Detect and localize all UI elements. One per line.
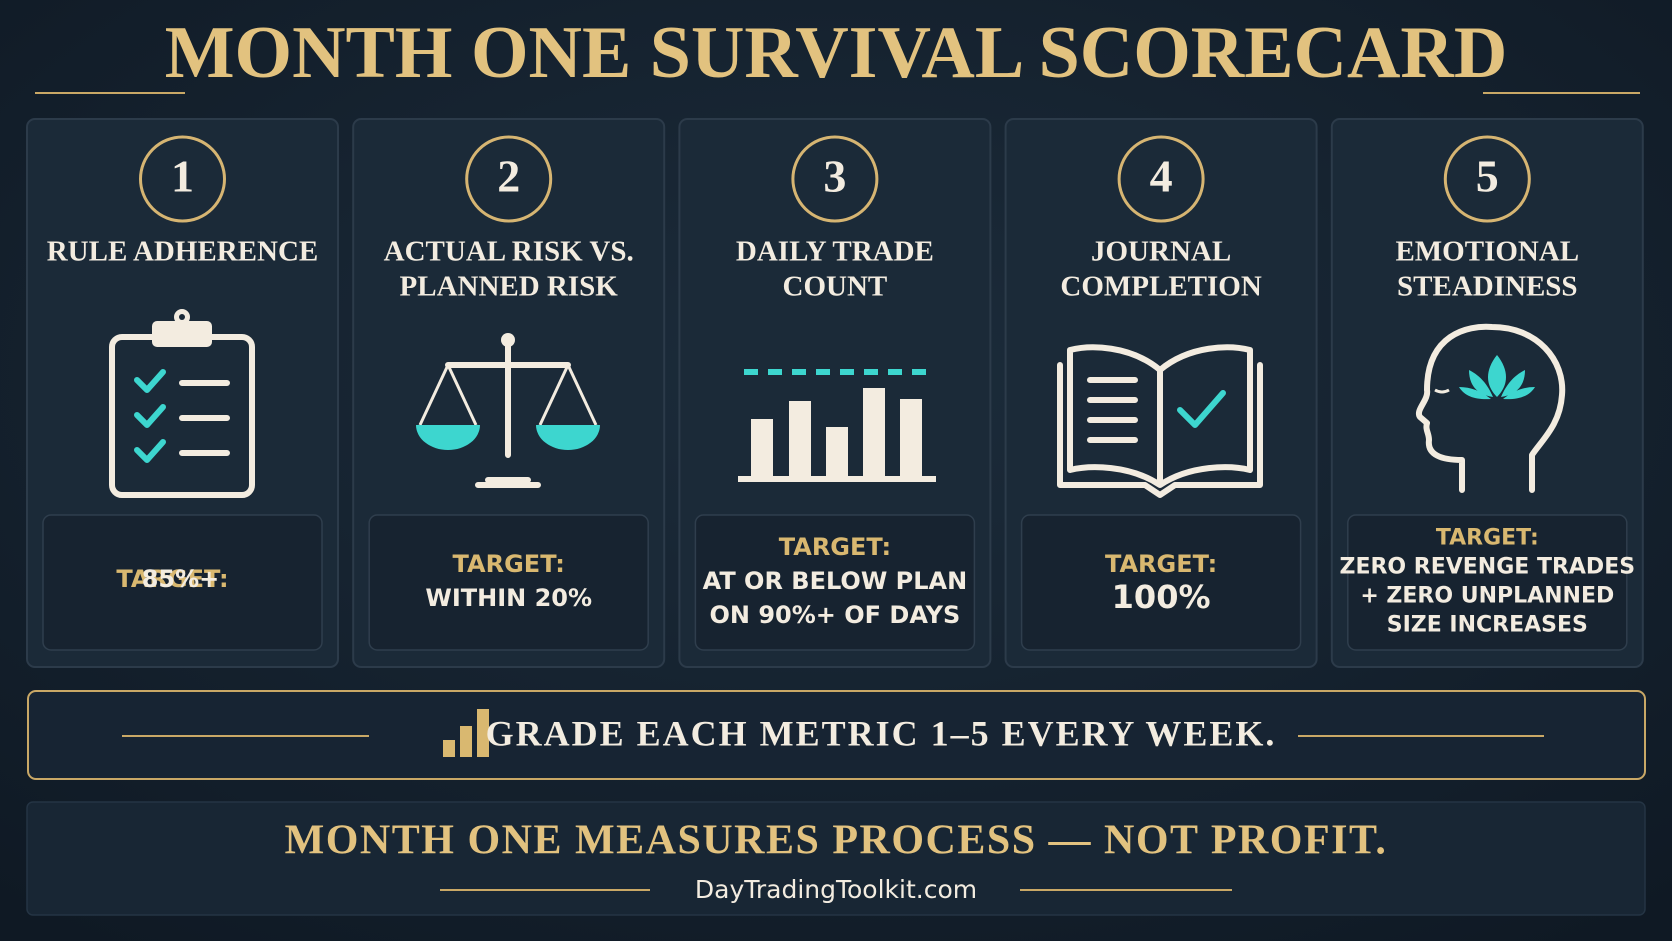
target-value: 85%+ [142,565,220,593]
card-title: ACTUAL RISK VS. [384,236,634,268]
card-title: COMPLETION [1060,271,1261,303]
trade-count-icon [738,369,936,482]
banner-box [27,690,1646,780]
card-number: 4 [1150,151,1173,202]
target-value: ZERO REVENGE TRADES [1340,555,1636,580]
card-title: STEADINESS [1397,271,1578,303]
number-ring [1117,135,1205,223]
card-number: 3 [823,151,846,202]
target-label: TARGET: [1436,526,1539,551]
number-ring [791,135,879,223]
target-label: TARGET: [779,533,891,561]
card-title: DAILY TRADE [736,236,934,268]
target-value: ON 90%+ OF DAYS [710,601,961,629]
card-title: JOURNAL [1091,236,1231,268]
number-ring [1443,135,1531,223]
head-icon [1415,323,1566,493]
scales-icon [416,333,600,488]
target-box [368,514,649,651]
target-value: + ZERO UNPLANNED [1360,584,1614,609]
clipboard-icon [109,309,255,498]
card-title: PLANNED RISK [400,271,619,303]
footer-box [26,801,1646,916]
card-title: COUNT [783,271,888,303]
card-number: 1 [171,151,194,202]
target-value: 100% [1112,578,1211,616]
banner-icon [443,709,489,757]
journal-icon [1057,344,1263,498]
footer-site: DayTradingToolkit.com [695,875,977,904]
target-box [42,514,323,651]
footer-tagline: MONTH ONE MEASURES PROCESS — NOT PROFIT. [285,818,1388,864]
page-title: MONTH ONE SURVIVAL SCORECARD [165,12,1508,94]
card-title: EMOTIONAL [1395,236,1579,268]
target-label: TARGET: [116,565,228,593]
target-value: AT OR BELOW PLAN [703,567,968,595]
target-box [1347,514,1628,651]
target-label: TARGET: [453,550,565,578]
banner-text: GRADE EACH METRIC 1–5 EVERY WEEK. [486,713,1277,753]
card-title: RULE ADHERENCE [47,236,319,268]
card-number: 2 [497,151,520,202]
number-ring [139,135,226,223]
target-label: TARGET: [1105,550,1217,578]
card-number: 5 [1476,151,1499,202]
target-box [694,514,976,651]
target-value: SIZE INCREASES [1387,613,1588,638]
number-ring [465,135,553,223]
target-value: WITHIN 20% [425,584,592,612]
target-box [1020,514,1302,651]
